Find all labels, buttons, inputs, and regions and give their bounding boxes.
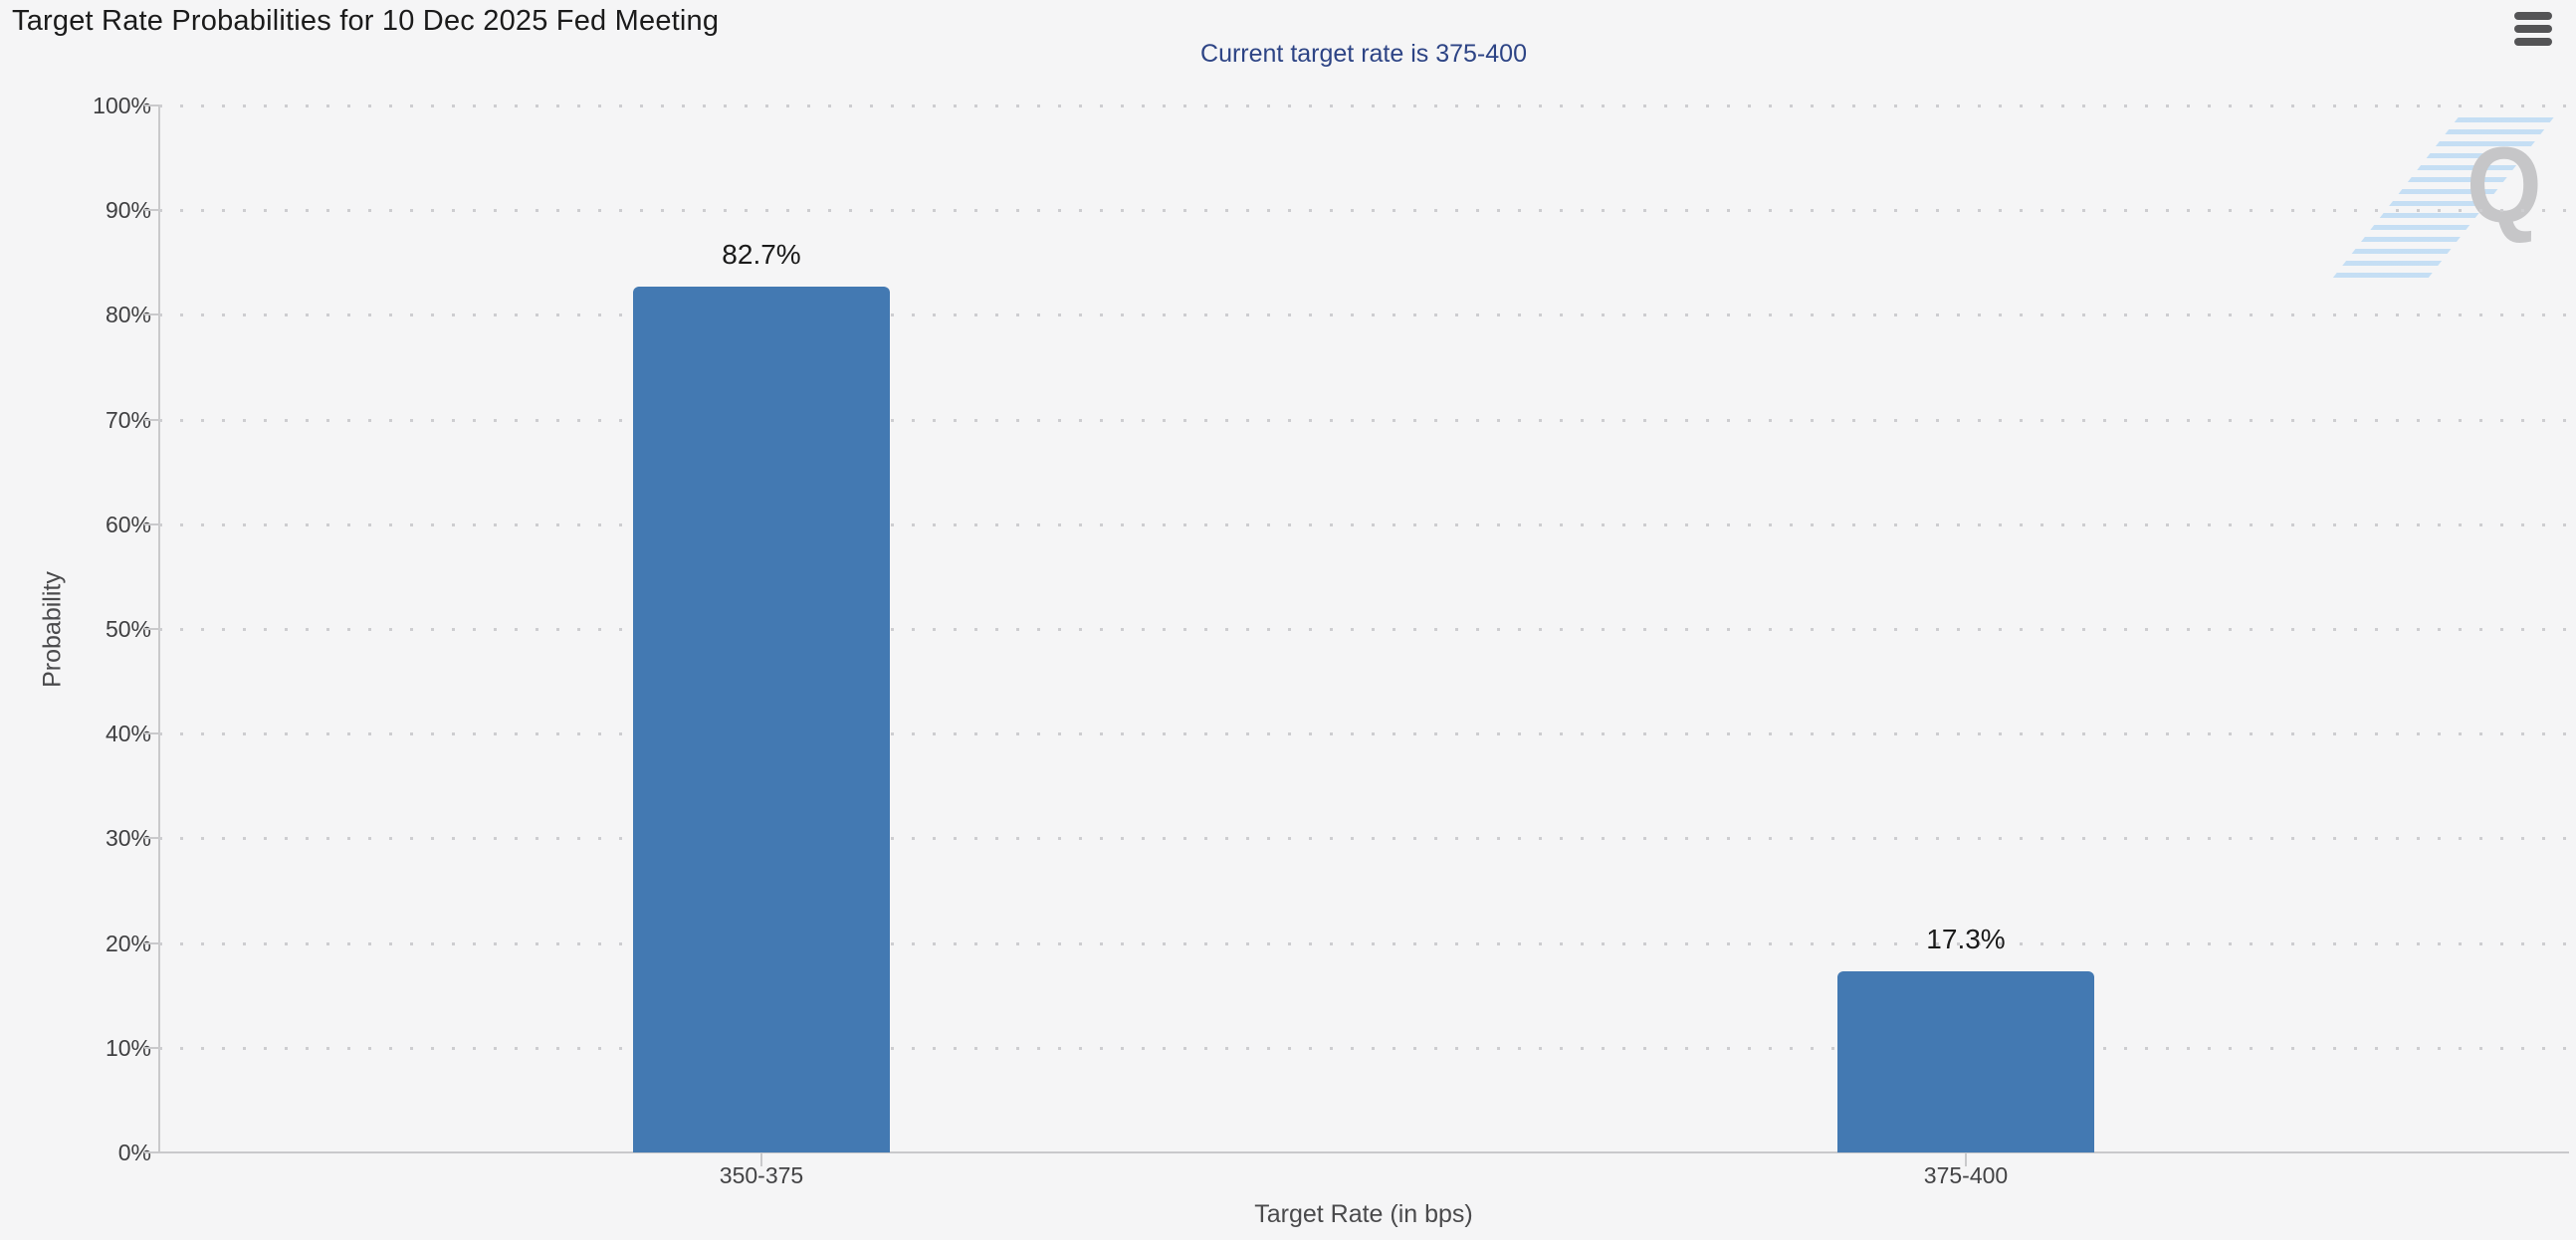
y-tick [144, 1046, 159, 1049]
gridline [159, 209, 2568, 213]
y-tick-label: 40% [105, 721, 151, 747]
bar [1837, 971, 2094, 1152]
y-tick-label: 30% [105, 825, 151, 852]
y-tick [144, 941, 159, 944]
gridline [159, 104, 2568, 107]
y-tick [144, 209, 159, 212]
x-tick-label: 375-400 [1923, 1162, 2009, 1188]
gridline [159, 628, 2568, 631]
y-tick [144, 313, 159, 316]
x-tick-label: 350-375 [719, 1162, 804, 1188]
y-tick-label: 20% [105, 930, 151, 956]
y-tick [144, 628, 159, 630]
y-tick-label: 100% [93, 93, 151, 118]
y-tick-label: 70% [105, 406, 151, 433]
x-axis-line [158, 1151, 2569, 1153]
gridline [159, 418, 2568, 422]
y-tick-label: 50% [105, 616, 151, 642]
y-tick [144, 522, 159, 525]
hamburger-icon [2514, 25, 2552, 33]
x-tick [760, 1152, 762, 1166]
y-tick-label: 10% [105, 1034, 151, 1061]
gridline [159, 522, 2568, 526]
hamburger-icon [2514, 38, 2552, 46]
chart-title: Target Rate Probabilities for 10 Dec 202… [12, 5, 720, 37]
chart-menu-button[interactable] [2514, 10, 2554, 48]
hamburger-icon [2514, 12, 2552, 20]
x-tick [1965, 1152, 1967, 1166]
quikstrike-q-logo: Q [2467, 124, 2542, 245]
y-tick-label: 80% [105, 302, 151, 328]
y-tick [144, 1151, 159, 1153]
y-tick-label: 0% [117, 1140, 151, 1165]
y-tick [144, 418, 159, 421]
x-axis-title: Target Rate (in bps) [1254, 1200, 1473, 1228]
gridline [159, 837, 2568, 841]
bar-value-label: 17.3% [1926, 924, 2006, 954]
y-tick [144, 104, 159, 106]
chart-subtitle: Current target rate is 375-400 [1200, 40, 1527, 68]
y-tick-label: 60% [105, 511, 151, 537]
y-tick [144, 837, 159, 840]
page-background-strip [0, 1240, 2576, 1248]
gridline [159, 313, 2568, 317]
bar-value-label: 82.7% [722, 238, 801, 270]
gridline [159, 1046, 2568, 1050]
gridline [159, 941, 2568, 945]
y-tick [144, 732, 159, 735]
y-tick-label: 90% [105, 197, 151, 224]
gridline [159, 732, 2568, 736]
bar [633, 286, 890, 1152]
